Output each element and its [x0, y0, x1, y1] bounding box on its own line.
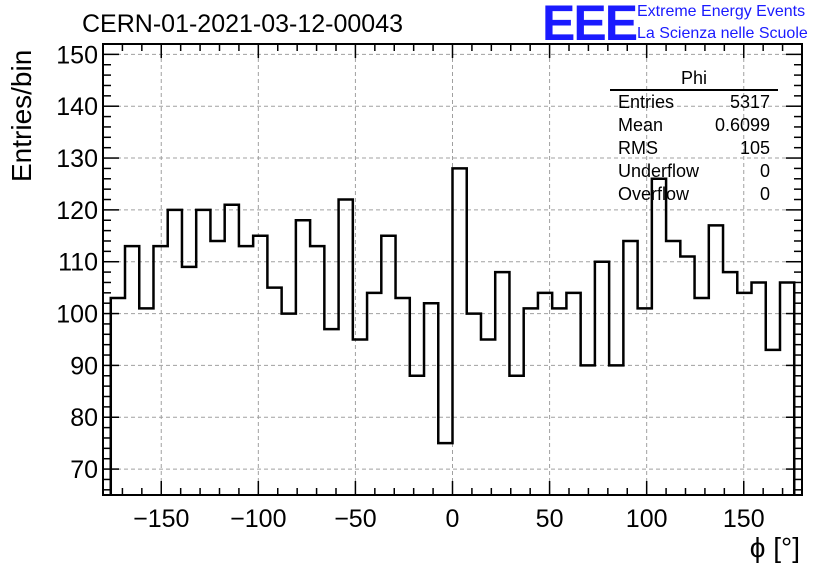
- histogram-outline: [109, 167, 796, 495]
- stats-value: 5317: [729, 92, 770, 112]
- stats-value: 0: [759, 184, 770, 204]
- y-tick-label: 130: [56, 145, 98, 173]
- stats-label: Entries: [618, 92, 675, 112]
- x-tick-label: −50: [334, 505, 376, 533]
- x-tick-label: 150: [723, 505, 765, 533]
- x-tick-label: −150: [133, 505, 189, 533]
- x-tick-label: 100: [626, 505, 668, 533]
- x-tick-label: 0: [446, 505, 460, 533]
- stats-label: Overflow: [618, 184, 690, 204]
- stats-row-entries: Entries 5317: [610, 91, 778, 114]
- stats-title: Phi: [610, 68, 778, 91]
- stats-row-underflow: Underflow 0: [610, 160, 778, 183]
- stats-row-mean: Mean 0.6099: [610, 114, 778, 137]
- stats-label: Mean: [618, 115, 664, 135]
- y-tick-label: 140: [56, 93, 98, 121]
- x-axis-ticks: −150 −100 −50 0 50 100 150: [121, 44, 784, 533]
- y-tick-label: 150: [56, 41, 98, 69]
- x-tick-label: −100: [230, 505, 286, 533]
- y-tick-label: 90: [70, 352, 98, 380]
- stats-value: 105: [739, 138, 770, 158]
- x-tick-label: 50: [536, 505, 564, 533]
- stats-value: 0: [759, 161, 770, 181]
- y-tick-label: 80: [70, 404, 98, 432]
- stats-value: 0.6099: [714, 115, 770, 135]
- stats-label: RMS: [618, 138, 658, 158]
- y-tick-label: 70: [70, 456, 98, 484]
- y-tick-label: 100: [56, 301, 98, 329]
- x-axis-label: ϕ [°]: [749, 532, 800, 563]
- stats-box: Phi Entries 5317 Mean 0.6099 RMS 105 Und…: [610, 68, 778, 206]
- logo-tagline-1: Extreme Energy Events: [637, 3, 806, 20]
- stats-label: Underflow: [618, 161, 700, 181]
- y-axis-label: Entries/bin: [6, 49, 37, 182]
- run-title: CERN-01-2021-03-12-00043: [82, 10, 404, 38]
- y-tick-label: 120: [56, 197, 98, 225]
- y-axis-ticks: 70 80 90 100 110 120 130 140 150: [56, 41, 802, 491]
- eee-logo: EEE: [542, 0, 638, 51]
- stats-row-overflow: Overflow 0: [610, 183, 778, 206]
- y-tick-label: 110: [58, 249, 98, 277]
- logo-tagline-2: La Scienza nelle Scuole: [637, 25, 808, 42]
- stats-row-rms: RMS 105: [610, 137, 778, 160]
